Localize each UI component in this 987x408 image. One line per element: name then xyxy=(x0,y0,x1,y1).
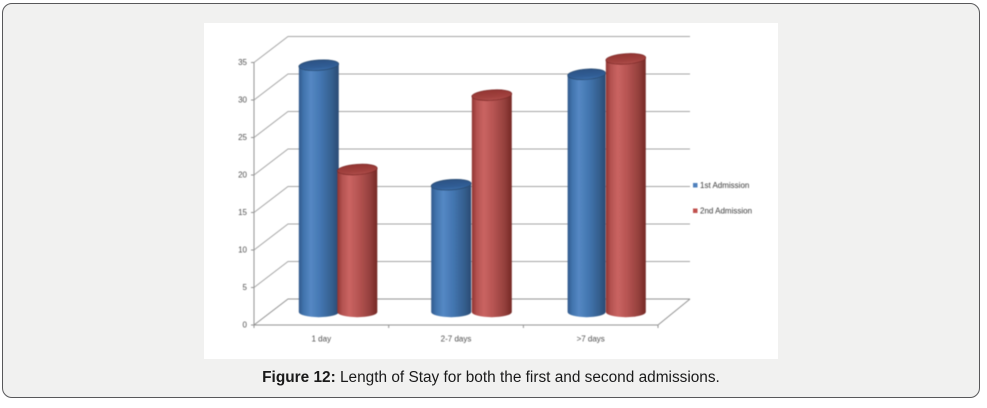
svg-text:2-7 days: 2-7 days xyxy=(441,335,472,344)
svg-text:1 day: 1 day xyxy=(312,335,332,344)
svg-text:20: 20 xyxy=(238,171,247,180)
svg-text:25: 25 xyxy=(238,133,247,142)
svg-text:5: 5 xyxy=(243,283,248,292)
svg-text:30: 30 xyxy=(238,96,247,105)
svg-text:10: 10 xyxy=(238,246,247,255)
svg-text:>7 days: >7 days xyxy=(577,335,605,344)
svg-text:2nd Admission: 2nd Admission xyxy=(700,207,752,216)
svg-text:15: 15 xyxy=(238,208,247,217)
svg-text:35: 35 xyxy=(238,58,247,67)
svg-text:0: 0 xyxy=(243,321,248,330)
svg-text:1st Admission: 1st Admission xyxy=(700,181,749,190)
